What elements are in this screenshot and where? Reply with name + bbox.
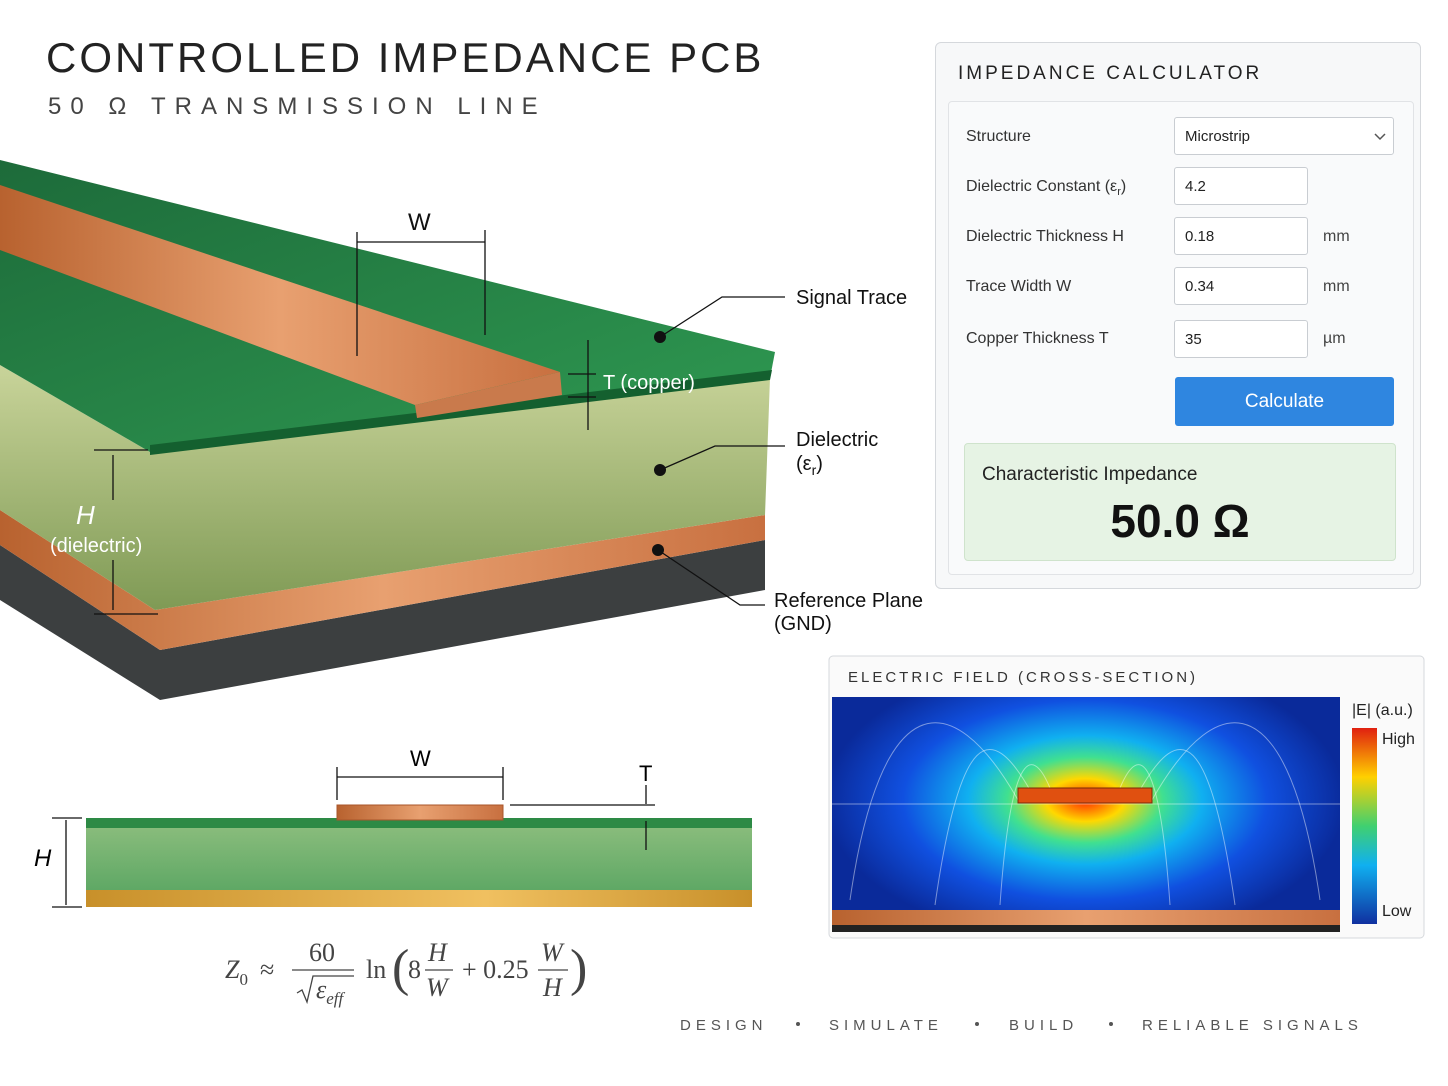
text-input[interactable]: 4.2 [1174,167,1308,205]
text-input[interactable]: 0.34 [1174,267,1308,305]
formula-part: 60 [309,938,335,967]
formula-part: ) [570,940,587,997]
result: Characteristic Impedance 50.0 Ω [964,443,1396,561]
calculator: IMPEDANCE CALCULATOR Structure Microstri… [935,42,1421,589]
result-value: 50.0 Ω [1110,495,1250,547]
unit: µm [1323,330,1346,347]
formula-part: W [541,938,565,967]
text-input[interactable]: 35 [1174,320,1308,358]
label: (εr) [796,453,823,478]
formula-part: ≈ [260,955,274,984]
label: H [34,845,52,872]
structure-select[interactable]: Microstrip [1174,117,1394,155]
label: (dielectric) [50,535,142,557]
label: T [639,761,652,786]
title: CONTROLLED IMPEDANCE PCB [46,34,764,81]
calculator-title: IMPEDANCE CALCULATOR [958,63,1263,84]
form: Structure Microstrip Dielectric Constant… [948,101,1414,575]
footer-item: DESIGN [680,1017,768,1034]
formula-part: εeff [316,975,346,1008]
formula: Z0 ≈ 60 εeff ln ( 8 H W + 0.25 W H ) [225,938,587,1008]
label: (GND) [774,613,832,635]
panel-title: ELECTRIC FIELD (CROSS-SECTION) [848,669,1198,686]
legend-label: Low [1382,903,1412,920]
legend-label: High [1382,731,1415,748]
annotations [94,230,785,615]
field-label: Dielectric Constant (εr) [966,178,1127,199]
label: H [76,500,95,530]
formula-part: 8 [408,955,421,984]
footer-item: BUILD [1009,1017,1078,1034]
cross-section: W T H [34,746,752,908]
formula-part: H [542,973,563,1002]
label: Dielectric [796,429,878,451]
calculate-button[interactable]: Calculate [1175,377,1394,426]
field-label: Trace Width W [966,278,1072,295]
field-label: Dielectric Thickness H [966,228,1124,245]
field-label: Structure [966,128,1031,145]
legend-title: |E| (a.u.) [1352,702,1413,719]
label: W [410,746,431,771]
annotation-dots [652,331,666,556]
footer: DESIGN SIMULATE BUILD RELIABLE SIGNALS [680,1017,1363,1034]
label: Signal Trace [796,287,907,309]
pcb-3d [0,160,775,700]
formula-part: H [427,938,448,967]
subtitle: 50 Ω TRANSMISSION LINE [48,93,547,120]
formula-part: + 0.25 [462,955,529,984]
label: Reference Plane [774,590,923,612]
unit: mm [1323,278,1350,295]
field-panel: ELECTRIC FIELD (CROSS-SECTION) |E| (a.u.… [828,655,1425,939]
formula-part: ln [366,955,386,984]
formula-part: ( [392,940,409,997]
formula-part: Z0 [225,955,248,989]
unit: mm [1323,228,1350,245]
result-label: Characteristic Impedance [982,464,1198,485]
text-input[interactable]: 0.18 [1174,217,1308,255]
footer-item: SIMULATE [829,1017,943,1034]
formula-part: W [426,973,450,1002]
field-label: Copper Thickness T [966,330,1109,347]
label: T (copper) [603,372,695,394]
label: W [408,209,431,236]
footer-item: RELIABLE SIGNALS [1142,1017,1363,1034]
